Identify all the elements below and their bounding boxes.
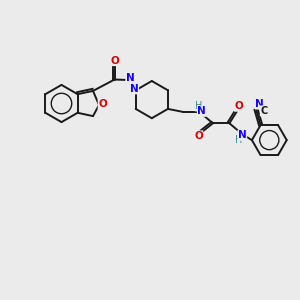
Text: N: N bbox=[126, 73, 135, 83]
Text: N: N bbox=[238, 130, 247, 140]
Text: H: H bbox=[235, 135, 242, 145]
Text: N: N bbox=[197, 106, 206, 116]
Text: O: O bbox=[194, 131, 203, 141]
Text: H: H bbox=[195, 101, 202, 111]
Text: C: C bbox=[260, 106, 268, 116]
Text: O: O bbox=[110, 56, 119, 66]
Text: O: O bbox=[234, 101, 243, 111]
Text: O: O bbox=[98, 99, 107, 110]
Text: N: N bbox=[255, 99, 264, 109]
Text: N: N bbox=[130, 84, 139, 94]
